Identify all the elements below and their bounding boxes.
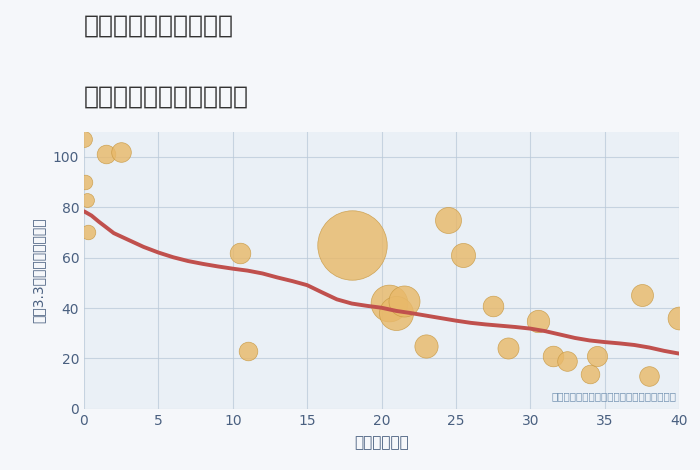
- Point: [584, 370, 595, 377]
- Point: [592, 352, 603, 360]
- Point: [391, 309, 402, 317]
- Point: [562, 357, 573, 365]
- Point: [116, 148, 127, 156]
- Point: [83, 229, 94, 236]
- Text: 築年数別中古戸建て価格: 築年数別中古戸建て価格: [84, 85, 249, 109]
- Point: [421, 342, 432, 350]
- Point: [242, 347, 253, 355]
- Point: [458, 251, 469, 259]
- Point: [398, 297, 409, 304]
- Point: [487, 302, 498, 309]
- X-axis label: 築年数（年）: 築年数（年）: [354, 435, 409, 450]
- Point: [346, 241, 357, 249]
- Point: [532, 317, 543, 324]
- Point: [80, 178, 91, 186]
- Point: [547, 352, 558, 360]
- Text: 円の大きさは、取引のあった物件面積を示す: 円の大きさは、取引のあった物件面積を示す: [551, 392, 676, 401]
- Point: [81, 196, 92, 204]
- Point: [78, 135, 90, 143]
- Point: [101, 150, 112, 158]
- Point: [636, 292, 648, 299]
- Point: [443, 216, 454, 224]
- Text: 千葉県市原市朝生原の: 千葉県市原市朝生原の: [84, 14, 234, 38]
- Point: [644, 372, 655, 380]
- Point: [234, 249, 246, 256]
- Point: [673, 314, 685, 322]
- Point: [503, 345, 514, 352]
- Y-axis label: 坪（3.3㎡）単価（万円）: 坪（3.3㎡）単価（万円）: [32, 218, 46, 323]
- Point: [384, 299, 395, 307]
